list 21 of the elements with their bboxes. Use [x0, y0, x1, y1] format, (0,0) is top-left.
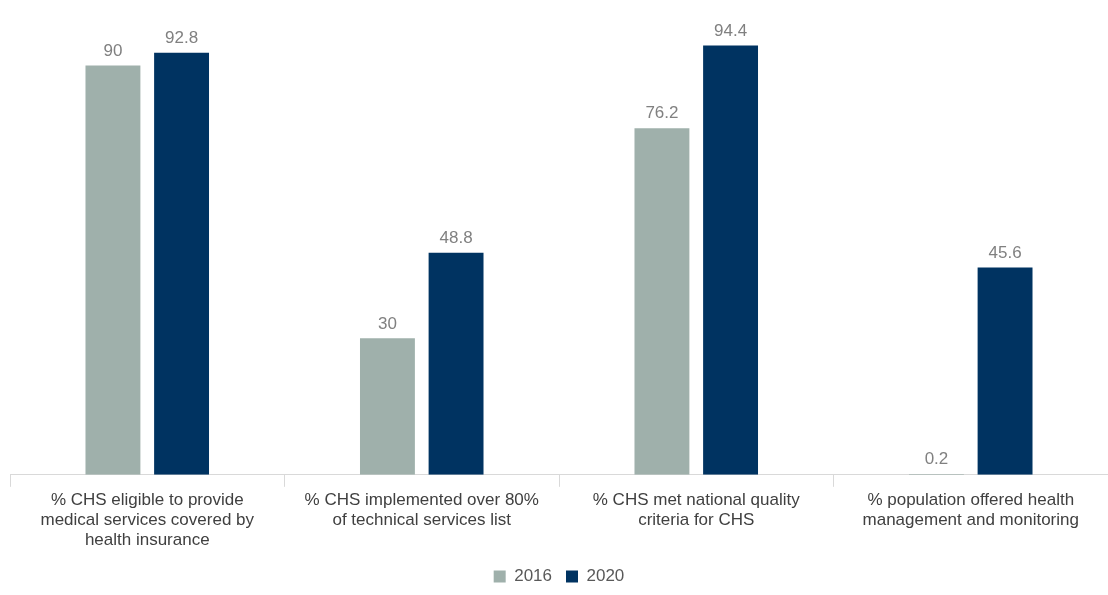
- data-label: 45.6: [988, 242, 1022, 262]
- data-label: 90: [103, 40, 123, 60]
- data-label: 92.8: [165, 27, 199, 47]
- bar: [428, 252, 484, 475]
- x-tick-label: % CHS met national quality criteria for CHS: [592, 489, 801, 530]
- bar: [154, 52, 210, 475]
- data-label: 30: [377, 313, 397, 333]
- bar: [634, 128, 690, 475]
- x-tick-label: % CHS implemented over 80% of technical services list: [304, 489, 539, 530]
- x-tick-label: % CHS eligible to provide medical services covered by health insurance: [40, 489, 255, 550]
- bar: [85, 65, 141, 475]
- legend-label: 2020: [586, 566, 625, 586]
- x-tick-label: % population offered health management and monitoring: [862, 489, 1079, 530]
- bar: [703, 45, 759, 475]
- data-label: 48.8: [439, 228, 473, 248]
- data-label: 0.2: [924, 449, 949, 469]
- bar: [977, 267, 1033, 475]
- legend-label: 2016: [514, 566, 553, 586]
- bar: [359, 338, 415, 475]
- data-label: 94.4: [714, 20, 748, 40]
- data-label: 76.2: [645, 103, 679, 123]
